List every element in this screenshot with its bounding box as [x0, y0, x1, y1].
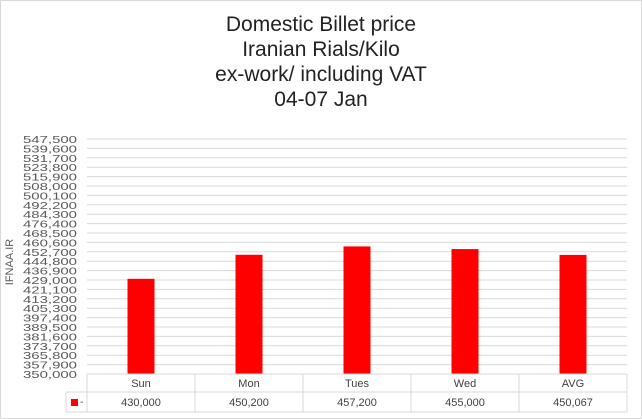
y-tick-label: 500,100: [23, 190, 77, 202]
y-tick-label: 547,500: [23, 134, 77, 146]
data-label: 457,200: [337, 397, 377, 409]
y-tick-label: 389,500: [23, 322, 77, 334]
title-line-4: 04-07 Jan: [274, 88, 368, 111]
y-tick-label: 357,900: [23, 360, 77, 372]
title-line-1: Domestic Billet price: [225, 13, 417, 36]
legend-series-name: -: [80, 397, 83, 408]
y-tick-label: 429,000: [23, 275, 77, 287]
y-tick-label: 476,400: [23, 219, 77, 231]
chart-title: Domestic Billet price Iranian Rials/Kilo…: [0, 12, 642, 112]
legend-key: [71, 399, 78, 406]
y-tick-label: 397,400: [23, 313, 77, 325]
bar-avg: [559, 254, 587, 374]
bar-sun: [127, 278, 155, 374]
bar-mon: [235, 254, 263, 374]
y-tick-label: 421,100: [23, 284, 77, 296]
data-label: 450,067: [553, 397, 593, 409]
data-label: 430,000: [121, 397, 161, 409]
data-label: 455,000: [445, 397, 485, 409]
y-tick-label: 413,200: [23, 294, 77, 306]
title-line-3: ex-work/ including VAT: [215, 63, 427, 86]
y-tick-label: 381,600: [23, 331, 77, 343]
x-category-label: AVG: [562, 378, 584, 390]
y-tick-label: 444,800: [23, 256, 77, 268]
y-tick-label: 373,700: [23, 341, 77, 353]
title-line-2: Iranian Rials/Kilo: [242, 38, 400, 61]
y-tick-label: 350,000: [23, 369, 77, 381]
bar-tues: [343, 246, 371, 374]
y-tick-label: 452,700: [23, 247, 77, 259]
y-tick-label: 365,800: [23, 350, 77, 362]
y-tick-label: 484,300: [23, 209, 77, 221]
y-tick-label: 492,200: [23, 200, 77, 212]
y-tick-label: 436,900: [23, 266, 77, 278]
y-tick-label: 460,600: [23, 237, 77, 249]
y-tick-label: 508,000: [23, 181, 77, 193]
bar-wed: [451, 249, 479, 374]
x-category-label: Sun: [131, 378, 151, 390]
y-tick-label: 468,500: [23, 228, 77, 240]
y-tick-label: 531,700: [23, 153, 77, 165]
y-tick-label: 523,800: [23, 162, 77, 174]
data-label: 450,200: [229, 397, 269, 409]
y-tick-label: 405,300: [23, 303, 77, 315]
x-category-label: Tues: [345, 378, 370, 390]
y-tick-label: 539,600: [23, 143, 77, 155]
y-tick-label: 515,900: [23, 172, 77, 184]
x-category-label: Wed: [454, 378, 476, 390]
x-category-label: Mon: [238, 378, 259, 390]
